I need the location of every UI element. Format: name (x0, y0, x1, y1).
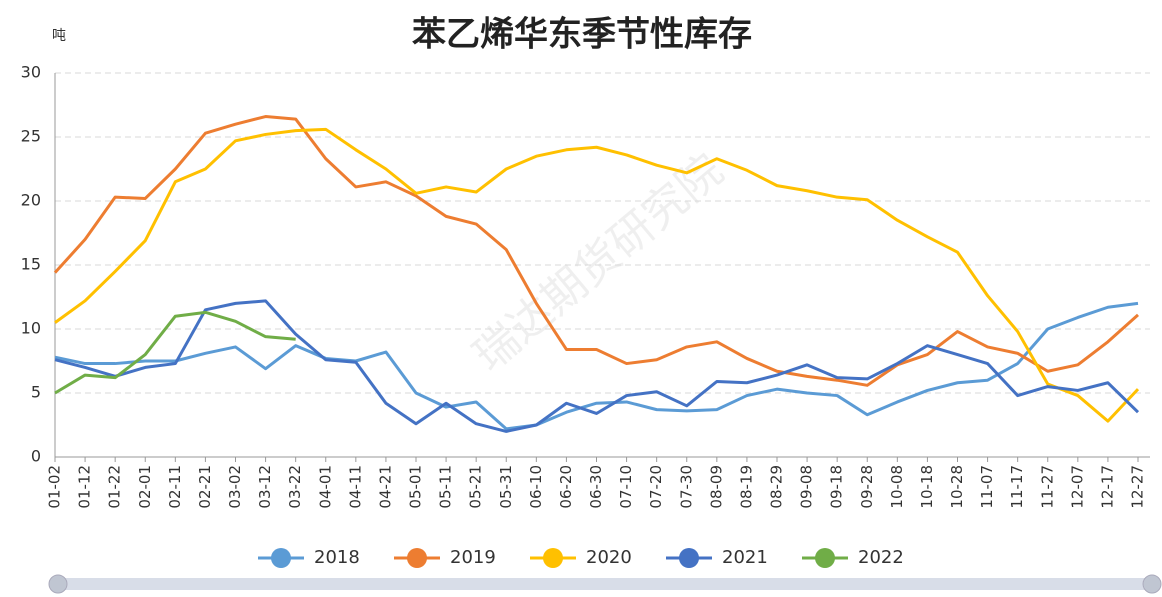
y-tick-label: 0 (31, 447, 41, 466)
x-tick-label: 07-30 (677, 465, 695, 509)
y-tick-label: 25 (21, 127, 41, 146)
x-tick-label: 05-31 (497, 465, 515, 509)
chart-title: 苯乙烯华东季节性库存 (412, 15, 752, 55)
x-tick-label: 09-18 (828, 465, 846, 509)
legend-marker (815, 548, 835, 568)
x-tick-label: 11-07 (978, 465, 996, 509)
series-line (54, 127, 1140, 423)
x-tick-label: 09-08 (798, 465, 816, 509)
x-tick-label: 12-17 (1098, 465, 1116, 509)
legend-label: 2021 (722, 547, 768, 568)
legend-label: 2022 (858, 547, 904, 568)
x-tick-label: 10-28 (948, 465, 966, 509)
zoom-slider[interactable] (55, 578, 1155, 590)
series-line (54, 301, 1139, 431)
zoom-handle[interactable] (1142, 574, 1162, 594)
x-tick-label: 02-21 (196, 465, 214, 509)
x-tick-label: 04-11 (346, 465, 364, 509)
x-tick-label: 01-22 (106, 465, 124, 509)
series-line (53, 115, 1139, 387)
x-tick-label: 06-20 (557, 465, 575, 509)
x-tick-label: 08-29 (768, 465, 786, 509)
series-line (54, 299, 1140, 433)
x-tick-label: 08-19 (737, 465, 755, 509)
legend-label: 2019 (450, 547, 496, 568)
x-tick-label: 04-21 (376, 465, 394, 509)
x-tick-label: 10-08 (888, 465, 906, 509)
x-tick-label: 09-28 (858, 465, 876, 509)
x-tick-label: 05-01 (407, 465, 425, 509)
x-tick-label: 07-10 (617, 465, 635, 509)
x-tick-label: 03-12 (256, 465, 274, 509)
x-tick-label: 05-21 (467, 465, 485, 509)
x-tick-label: 02-11 (166, 465, 184, 509)
x-tick-label: 07-20 (647, 465, 665, 509)
y-tick-label: 20 (21, 191, 41, 210)
y-tick-label: 15 (21, 255, 41, 274)
series-line (54, 310, 296, 395)
legend-marker (271, 548, 291, 568)
x-tick-label: 05-11 (437, 465, 455, 509)
x-tick-label: 03-02 (226, 465, 244, 509)
y-axis-unit: 吨 (52, 28, 66, 44)
x-tick-label: 06-30 (587, 465, 605, 509)
x-tick-label: 04-01 (316, 465, 334, 509)
legend-label: 2020 (586, 547, 632, 568)
zoom-handle[interactable] (48, 574, 68, 594)
x-tick-label: 11-27 (1038, 465, 1056, 509)
x-tick-label: 02-01 (136, 465, 154, 509)
y-tick-label: 5 (31, 383, 41, 402)
x-tick-label: 12-27 (1129, 465, 1147, 509)
legend-label: 2018 (314, 547, 360, 568)
legend-marker (407, 548, 427, 568)
x-tick-label: 08-09 (707, 465, 725, 509)
x-tick-label: 10-18 (918, 465, 936, 509)
x-tick-label: 01-12 (76, 465, 94, 509)
legend-marker (679, 548, 699, 568)
x-tick-label: 06-10 (527, 465, 545, 509)
x-tick-label: 11-17 (1008, 465, 1026, 509)
y-tick-label: 10 (21, 319, 41, 338)
x-tick-label: 12-07 (1068, 465, 1086, 509)
y-tick-label: 30 (21, 63, 41, 82)
x-tick-label: 03-22 (286, 465, 304, 509)
x-tick-label: 01-02 (46, 465, 64, 509)
legend-marker (543, 548, 563, 568)
